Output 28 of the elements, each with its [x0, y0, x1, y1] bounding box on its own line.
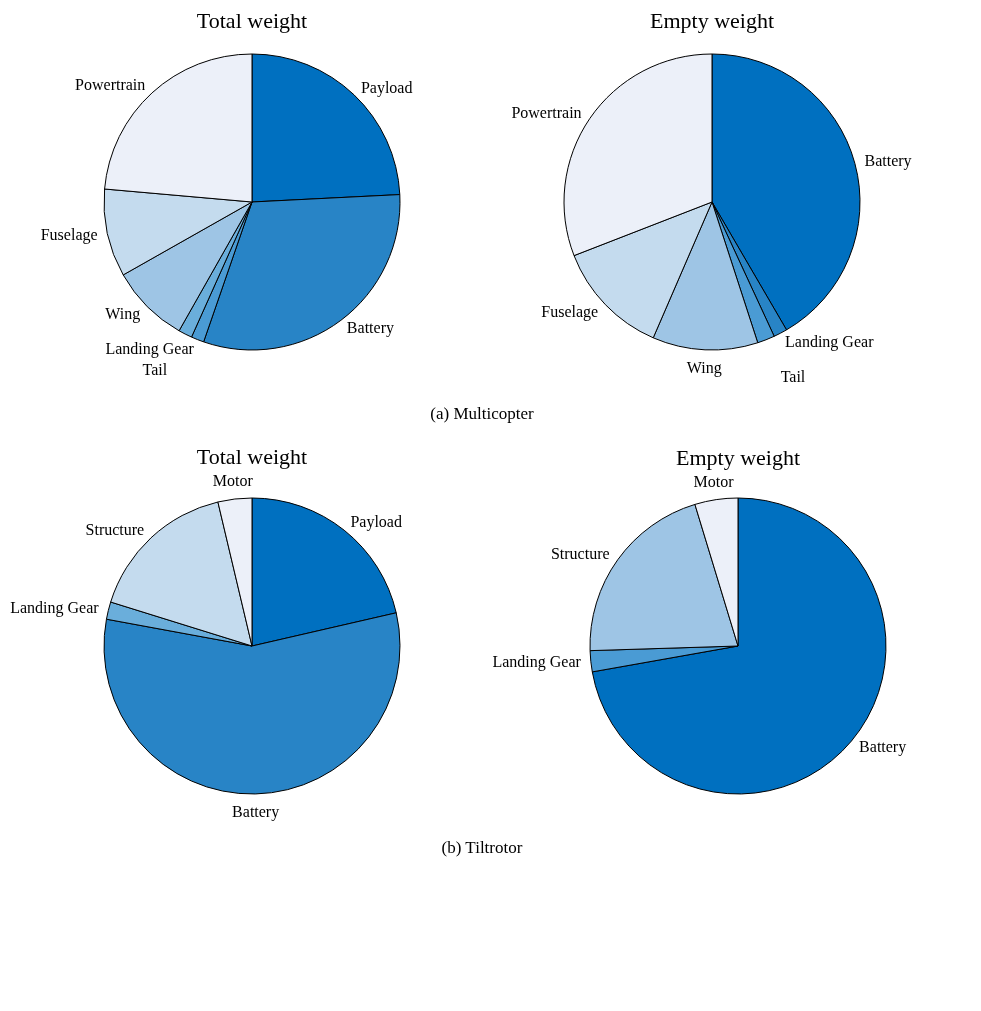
slice-label: Motor: [693, 472, 735, 490]
slice-label: Landing Gear: [492, 653, 582, 672]
chart-title: Empty weight: [675, 444, 801, 470]
slice-label: Landing Gear: [785, 333, 875, 352]
slice-label: Fuselage: [40, 226, 98, 245]
slice-label: Tail: [780, 368, 806, 386]
slice-label: Fuselage: [541, 302, 599, 321]
chart-title: Total weight: [196, 8, 308, 33]
slice-label: Wing: [686, 358, 722, 377]
chart-title: Empty weight: [649, 8, 775, 33]
chart-title: Total weight: [196, 444, 308, 470]
text: (a) Multicopter: [430, 404, 535, 423]
slice-label: Powertrain: [511, 103, 582, 121]
slice-label: Landing Gear: [10, 599, 100, 618]
slice-label: Battery: [232, 802, 280, 821]
slice-label: Powertrain: [75, 76, 146, 94]
slice-label: Payload: [350, 513, 402, 532]
slice-label: Wing: [105, 304, 141, 323]
slice-label: Battery: [864, 151, 912, 170]
slice-label: Structure: [550, 544, 610, 562]
slice-label: Tail: [142, 360, 168, 378]
slice-label: Motor: [212, 472, 254, 490]
slice-label: Landing Gear: [105, 339, 195, 358]
slice-label: Battery: [346, 319, 394, 338]
slice-label: Payload: [360, 78, 413, 97]
text: (b) Tiltrotor: [441, 838, 523, 857]
slice-label: Battery: [859, 738, 907, 757]
slice-label: Structure: [85, 521, 145, 539]
